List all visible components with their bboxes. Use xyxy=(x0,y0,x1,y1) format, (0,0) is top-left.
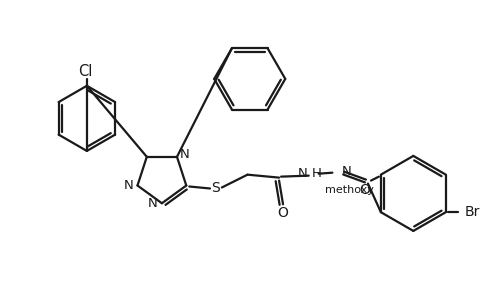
Text: N: N xyxy=(123,179,133,192)
Text: N: N xyxy=(148,197,157,210)
Text: Br: Br xyxy=(464,205,479,219)
Text: Cl: Cl xyxy=(78,65,92,79)
Text: O: O xyxy=(359,183,370,197)
Text: H: H xyxy=(311,167,321,180)
Text: N: N xyxy=(180,148,189,161)
Text: S: S xyxy=(211,182,220,195)
Text: O: O xyxy=(277,206,288,220)
Text: methoxy: methoxy xyxy=(324,185,373,195)
Text: N: N xyxy=(341,165,350,178)
Text: N: N xyxy=(297,167,307,180)
